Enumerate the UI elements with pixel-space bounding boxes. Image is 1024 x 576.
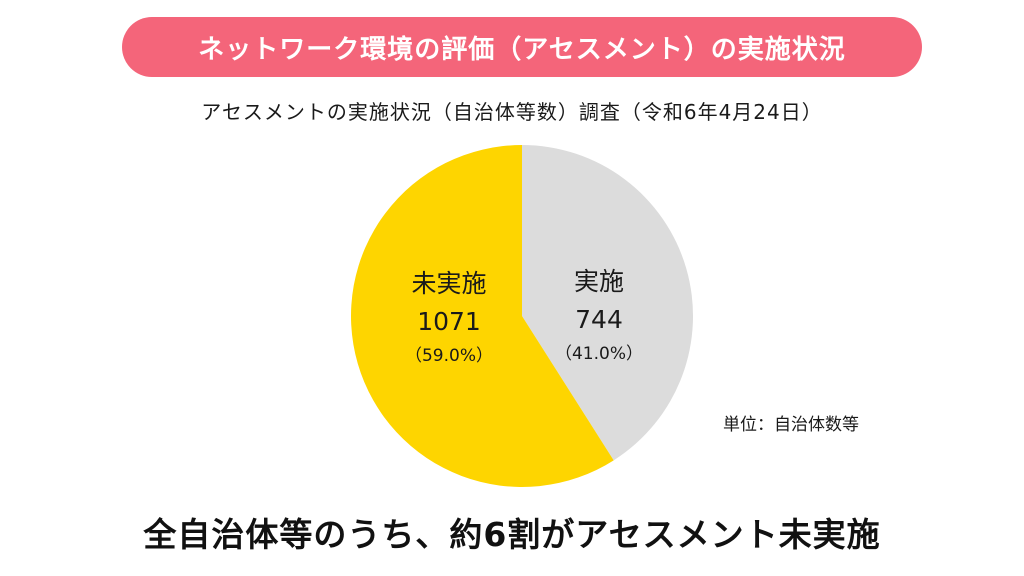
pie-slices: [350, 145, 693, 488]
title-banner: ネットワーク環境の評価（アセスメント）の実施状況: [122, 17, 922, 77]
conclusion-text: 全自治体等のうち、約6割がアセスメント未実施: [143, 515, 881, 554]
unit-note: 単位：自治体数等: [723, 415, 859, 435]
banner-title: ネットワーク環境の評価（アセスメント）の実施状況: [198, 34, 846, 65]
pie-labels: 実施 744 （41.0%） 未実施 1071 （59.0%）: [405, 267, 643, 366]
slice-label: 実施: [574, 267, 624, 296]
chart-title: アセスメントの実施状況（自治体等数）調査（令和6年4月24日）: [201, 100, 823, 124]
slice-percent: （41.0%）: [555, 344, 643, 364]
pie-slice-implemented: [522, 145, 693, 461]
slice-percent: （59.0%）: [405, 346, 493, 366]
slice-label: 未実施: [411, 269, 486, 298]
slice-value: 1071: [417, 307, 481, 336]
slice-value: 744: [575, 305, 623, 334]
pie-slice-not-implemented: [350, 145, 614, 488]
